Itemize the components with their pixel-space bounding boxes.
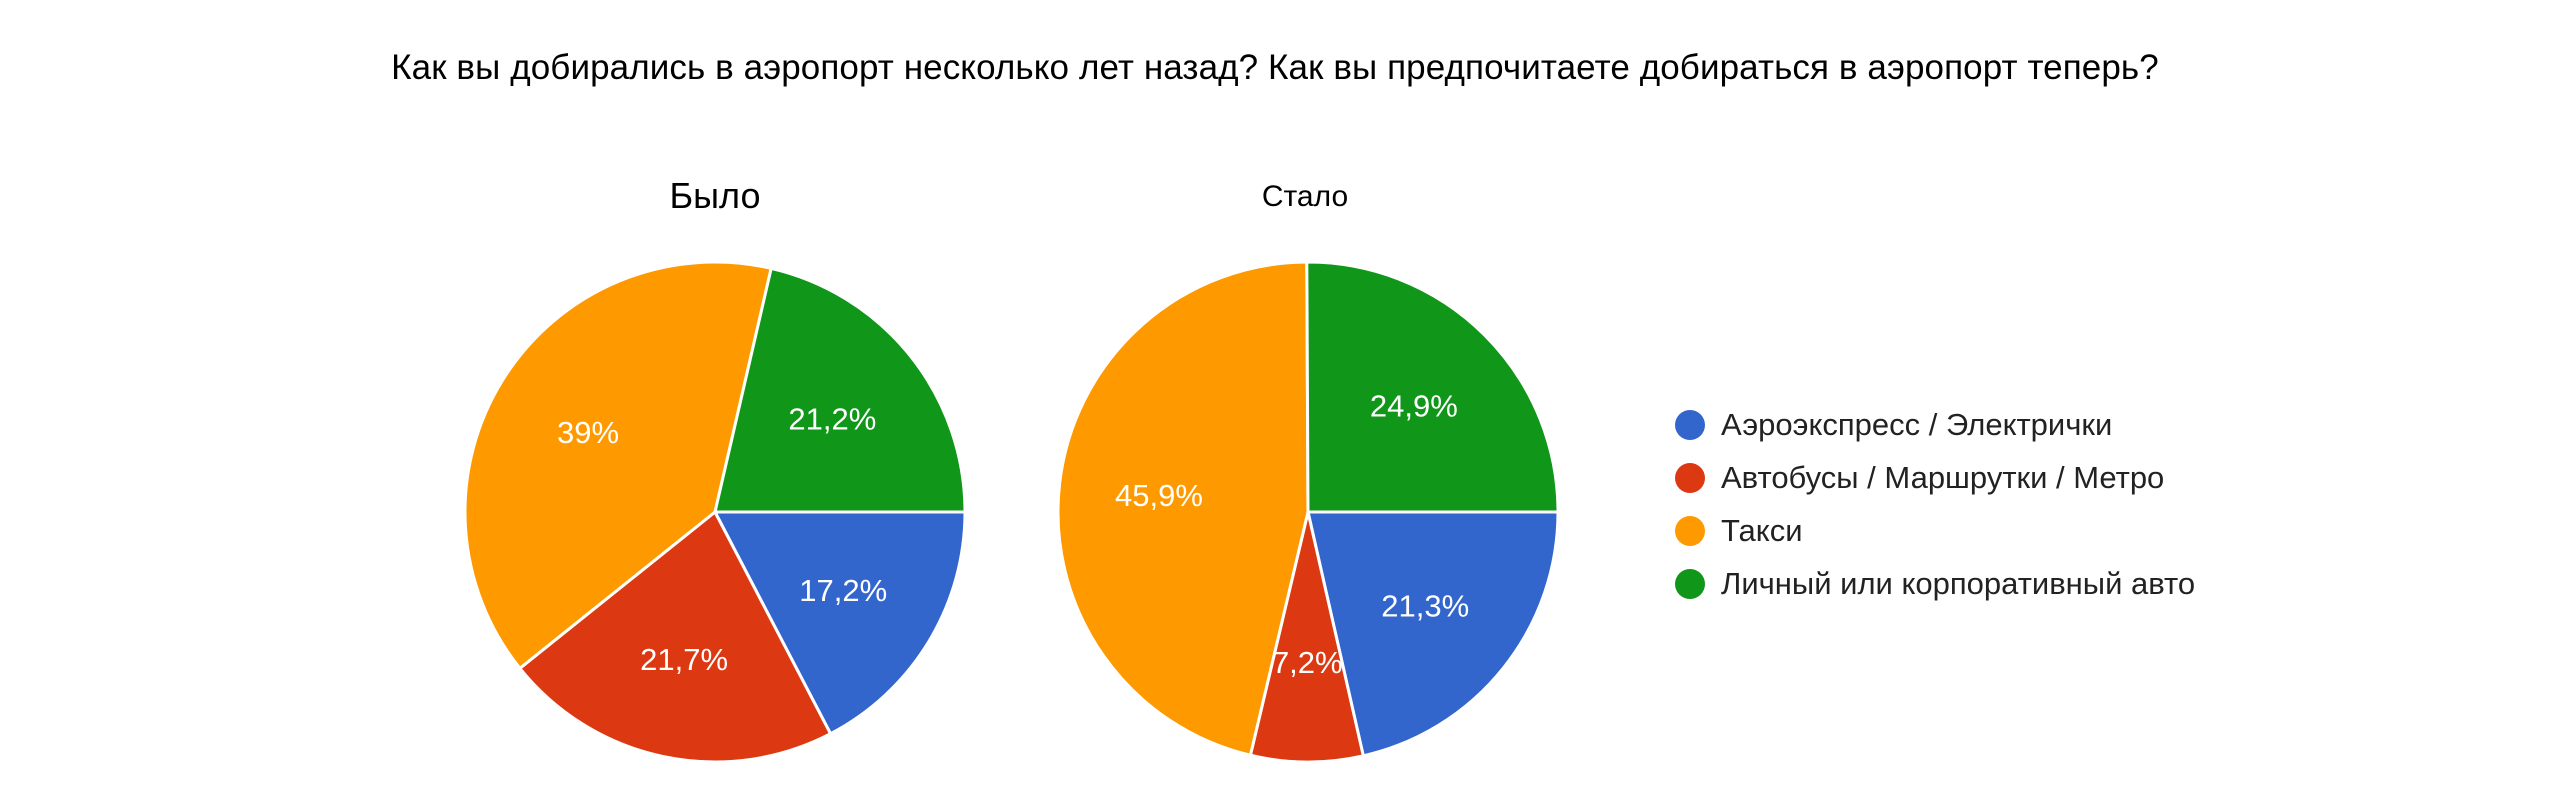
pie-after: 21,3% 7,2% 45,9% 24,9% — [1056, 260, 1560, 764]
legend-label: Аэроэкспресс / Электрички — [1721, 406, 2113, 442]
slice-label-aeroexpress: 21,3% — [1381, 589, 1469, 624]
slice-label-taxi: 39% — [557, 415, 619, 450]
legend-item-bus-metro[interactable]: Автобусы / Маршрутки / Метро — [1675, 451, 2195, 504]
pie-slice-aeroexpress[interactable] — [1306, 510, 1560, 758]
chart-title: Как вы добирались в аэропорт несколько л… — [391, 48, 2159, 87]
pie-title-before: Было — [670, 175, 761, 216]
pie-before: 17,2% 21,7% 39% 21,2% — [463, 260, 967, 764]
legend-label: Личный или корпоративный авто — [1721, 565, 2196, 601]
legend-item-taxi[interactable]: Такси — [1675, 504, 2195, 557]
pie-title-after: Стало — [1262, 180, 1348, 213]
pie-slice-bus-metro[interactable] — [518, 510, 833, 764]
legend-label: Такси — [1721, 512, 1803, 548]
slice-label-bus-metro: 7,2% — [1272, 645, 1343, 680]
legend-dot-orange — [1675, 515, 1705, 546]
legend: Аэроэкспресс / Электрички Автобусы / Мар… — [1675, 398, 2195, 610]
pie-slice-car[interactable] — [713, 266, 967, 514]
legend-item-aeroexpress[interactable]: Аэроэкспресс / Электрички — [1675, 398, 2195, 451]
legend-dot-blue — [1675, 409, 1705, 440]
legend-item-car[interactable]: Личный или корпоративный авто — [1675, 557, 2195, 610]
legend-dot-red — [1675, 462, 1705, 493]
legend-dot-green — [1675, 568, 1705, 599]
legend-label: Автобусы / Маршрутки / Метро — [1721, 459, 2165, 495]
slice-label-aeroexpress: 17,2% — [799, 573, 887, 608]
pie-slice-bus-metro[interactable] — [1248, 510, 1365, 764]
slice-label-taxi: 45,9% — [1115, 478, 1203, 513]
slice-label-bus-metro: 21,7% — [640, 642, 728, 677]
pie-slice-taxi[interactable] — [1056, 260, 1310, 757]
pie-slice-aeroexpress[interactable] — [713, 510, 967, 736]
pie-slice-taxi[interactable] — [463, 260, 773, 670]
slice-label-car: 21,2% — [788, 402, 876, 437]
slice-label-car: 24,9% — [1370, 389, 1458, 424]
pie-slice-car[interactable] — [1305, 260, 1560, 514]
